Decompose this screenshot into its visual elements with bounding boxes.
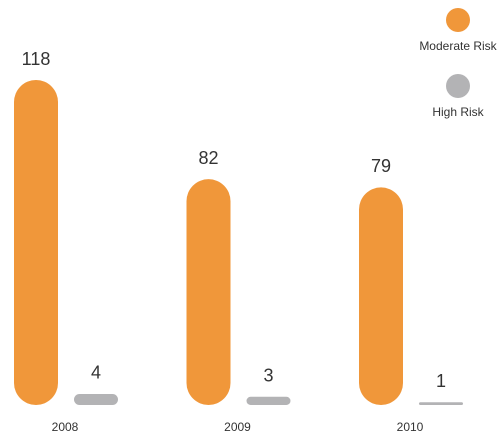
legend-label: High Risk [432, 105, 484, 119]
bar [74, 393, 118, 405]
value-label: 1 [436, 371, 446, 391]
legend-label: Moderate Risk [419, 39, 497, 53]
x-tick-label: 2010 [397, 420, 424, 434]
bar [246, 396, 291, 405]
value-label: 3 [263, 365, 273, 385]
bar [359, 187, 403, 405]
legend-swatch [446, 74, 470, 98]
bar [14, 80, 58, 405]
value-label: 82 [198, 148, 218, 168]
x-tick-label: 2009 [224, 420, 251, 434]
legend-swatch [446, 8, 470, 32]
value-label: 118 [22, 49, 51, 69]
value-label: 79 [371, 156, 391, 176]
x-tick-label: 2008 [52, 420, 79, 434]
bar [186, 179, 231, 405]
value-label: 4 [91, 363, 101, 383]
bar [419, 402, 463, 405]
